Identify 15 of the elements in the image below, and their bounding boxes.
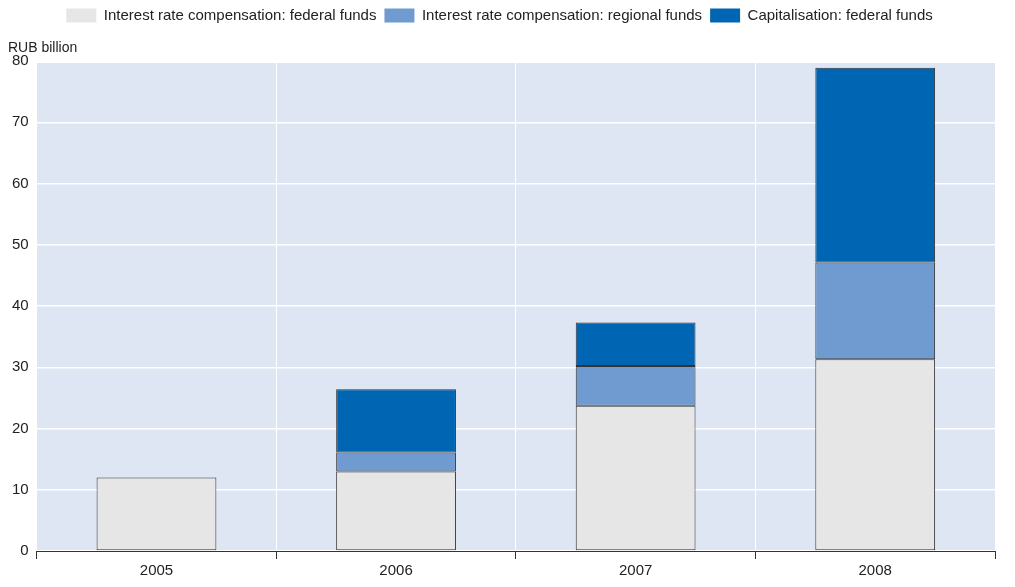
legend-label: Interest rate compensation: federal funds	[103, 5, 377, 23]
y-tick-label: 40	[12, 296, 29, 314]
x-tick-label: 2006	[379, 561, 413, 579]
x-tick-label: 2005	[139, 561, 174, 579]
y-tick-label: 0	[20, 541, 29, 559]
y-tick-label: 60	[12, 173, 29, 191]
x-tick-label: 2007	[618, 561, 653, 579]
x-tick-label: 2008	[858, 561, 892, 579]
y-tick-label: 10	[12, 479, 29, 497]
y-tick-label: 70	[12, 112, 29, 130]
y-tick-label: 50	[12, 234, 29, 252]
legend-label: Capitalisation: federal funds	[747, 5, 933, 23]
y-tick-label: 30	[12, 357, 29, 375]
y-tick-label: 20	[12, 418, 29, 436]
legend-label: Interest rate compensation: regional funds	[421, 5, 703, 23]
